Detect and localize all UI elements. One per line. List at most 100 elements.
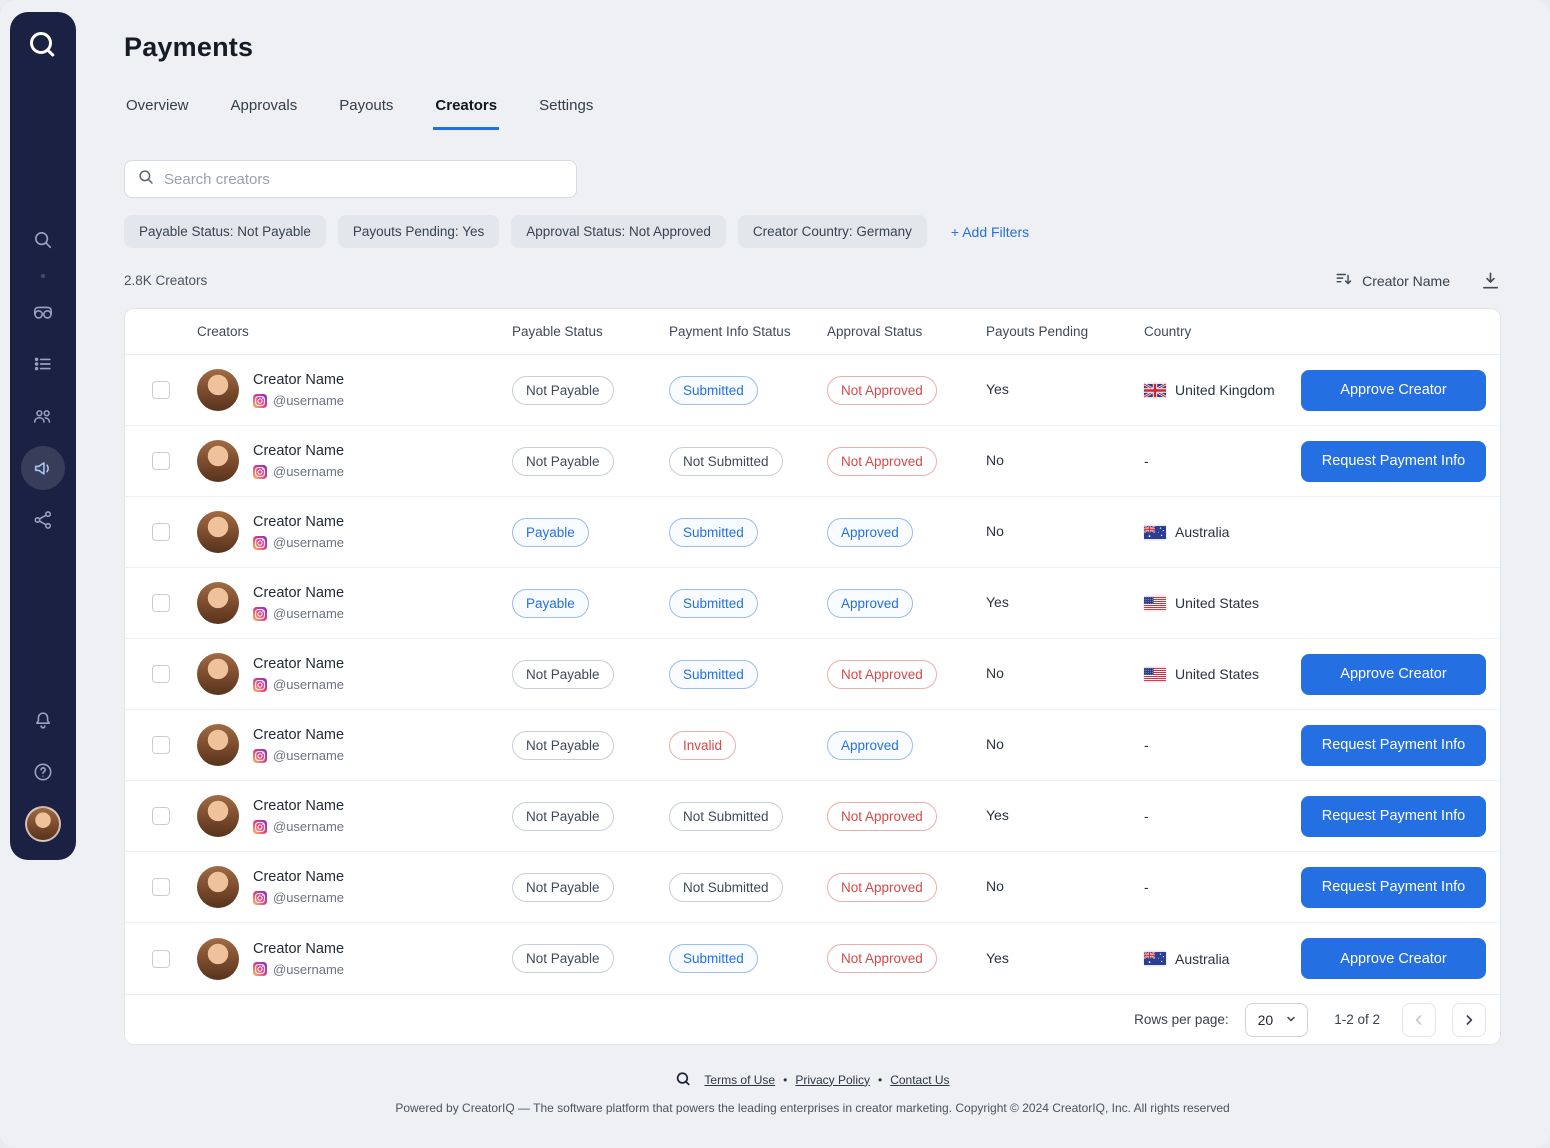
tab-overview[interactable]: Overview xyxy=(124,87,191,130)
contact-us-link[interactable]: Contact Us xyxy=(890,1072,950,1087)
column-header: Country xyxy=(1144,324,1192,339)
request-payment-info-button[interactable]: Request Payment Info xyxy=(1301,795,1486,837)
add-filters-button[interactable]: + Add Filters xyxy=(950,223,1030,240)
instagram-icon xyxy=(253,393,267,408)
country-label: - xyxy=(1144,737,1149,753)
chevron-down-icon xyxy=(1285,1012,1297,1028)
download-icon[interactable] xyxy=(1480,270,1501,291)
request-payment-info-button[interactable]: Request Payment Info xyxy=(1301,724,1486,766)
pagination-range: 1-2 of 2 xyxy=(1334,1012,1380,1027)
payouts-pending-value: No xyxy=(986,736,1004,752)
request-payment-info-button[interactable]: Request Payment Info xyxy=(1301,866,1486,908)
payouts-pending-value: No xyxy=(986,452,1004,468)
creator-username: @username xyxy=(273,535,345,550)
payable-status-badge: Payable xyxy=(512,517,589,547)
search-input[interactable] xyxy=(164,170,564,188)
row-checkbox[interactable] xyxy=(152,736,170,754)
table-header-row: Creators Payable Status Payment Info Statu… xyxy=(125,309,1500,355)
payment-info-status-badge: Submitted xyxy=(669,659,758,689)
approval-status-badge: Not Approved xyxy=(827,446,937,476)
search-box[interactable] xyxy=(124,160,577,198)
rows-per-page-value: 20 xyxy=(1257,1011,1274,1028)
next-page-button[interactable] xyxy=(1452,1002,1486,1037)
payment-info-status-badge: Not Submitted xyxy=(669,872,783,902)
payouts-pending-value: Yes xyxy=(986,949,1009,966)
table-row: Creator Name @username Not Payable Not Subm… xyxy=(125,781,1500,852)
privacy-policy-link[interactable]: Privacy Policy xyxy=(795,1072,870,1087)
column-header: Payable Status xyxy=(512,324,603,339)
tab-creators[interactable]: Creators xyxy=(433,87,500,130)
search-icon[interactable] xyxy=(21,218,65,262)
filter-chip[interactable]: Approval Status: Not Approved xyxy=(511,215,726,248)
prev-page-button[interactable] xyxy=(1402,1002,1436,1037)
row-checkbox[interactable] xyxy=(152,594,170,612)
instagram-icon xyxy=(253,962,267,976)
creator-avatar xyxy=(197,795,239,837)
row-checkbox[interactable] xyxy=(152,665,170,683)
payable-status-badge: Not Payable xyxy=(512,730,614,760)
row-checkbox[interactable] xyxy=(152,949,170,968)
request-payment-info-button[interactable]: Request Payment Info xyxy=(1301,440,1486,482)
payouts-pending-value: Yes xyxy=(986,381,1009,397)
terms-of-use-link[interactable]: Terms of Use xyxy=(704,1072,776,1087)
country-label: Australia xyxy=(1175,524,1230,540)
tab-approvals[interactable]: Approvals xyxy=(229,87,300,130)
row-checkbox[interactable] xyxy=(152,381,170,399)
creator-username: @username xyxy=(273,890,345,905)
country-label: - xyxy=(1144,453,1149,469)
sort-button[interactable]: Creator Name xyxy=(1335,270,1450,291)
approve-creator-button[interactable]: Approve Creator xyxy=(1301,369,1486,411)
footer-separator: • xyxy=(878,1072,883,1087)
approve-creator-button[interactable]: Approve Creator xyxy=(1301,938,1486,979)
sort-label: Creator Name xyxy=(1362,272,1450,289)
creator-username: @username xyxy=(273,961,345,977)
creator-name: Creator Name xyxy=(253,514,345,530)
page-title: Payments xyxy=(124,32,254,62)
approval-status-badge: Not Approved xyxy=(827,944,937,973)
creator-avatar xyxy=(197,511,239,553)
table-row: Creator Name @username Payable Submitted App… xyxy=(125,497,1500,568)
footer-logo-icon xyxy=(675,1071,692,1088)
payment-info-status-badge: Not Submitted xyxy=(669,446,783,476)
filter-chip[interactable]: Payable Status: Not Payable xyxy=(124,215,326,248)
payouts-pending-value: No xyxy=(986,665,1004,681)
creator-username: @username xyxy=(273,819,345,834)
divider-dot xyxy=(41,274,45,278)
row-checkbox[interactable] xyxy=(152,878,170,896)
country-label: Australia xyxy=(1175,950,1230,967)
filter-chip[interactable]: Payouts Pending: Yes xyxy=(337,215,500,248)
creator-avatar xyxy=(197,369,239,411)
powered-by-text: Powered by CreatorIQ — The software plat… xyxy=(395,1101,1230,1115)
table-row: Creator Name @username Not Payable Submitte… xyxy=(125,355,1500,426)
payment-info-status-badge: Invalid xyxy=(669,730,737,760)
groups-icon[interactable] xyxy=(21,394,65,438)
discovery-goggles-icon[interactable] xyxy=(21,290,65,334)
filter-chip[interactable]: Creator Country: Germany xyxy=(737,215,927,248)
tab-payouts[interactable]: Payouts xyxy=(337,87,395,130)
tab-settings[interactable]: Settings xyxy=(537,87,595,130)
network-icon[interactable] xyxy=(21,498,65,542)
page-footer: Terms of Use • Privacy Policy • Contact … xyxy=(124,1071,1501,1115)
column-header: Payouts Pending xyxy=(986,324,1089,339)
row-checkbox[interactable] xyxy=(152,452,170,470)
row-checkbox[interactable] xyxy=(152,807,170,825)
approve-creator-button[interactable]: Approve Creator xyxy=(1301,653,1486,695)
table-row: Creator Name @username Payable Submitted App… xyxy=(125,568,1500,639)
country-label: United States xyxy=(1175,595,1260,611)
approval-status-badge: Not Approved xyxy=(827,659,937,689)
table-row: Creator Name @username Not Payable Submitte… xyxy=(125,639,1500,710)
payable-status-badge: Not Payable xyxy=(512,375,614,405)
rows-per-page-select[interactable]: 20 xyxy=(1244,1002,1309,1037)
creatoriq-magnifier-logo[interactable] xyxy=(25,28,61,64)
flag-us-icon xyxy=(1144,667,1166,682)
payable-status-badge: Not Payable xyxy=(512,801,614,831)
campaigns-megaphone-icon[interactable] xyxy=(21,446,65,490)
help-icon[interactable] xyxy=(21,750,65,794)
notifications-bell-icon[interactable] xyxy=(21,698,65,742)
payment-info-status-badge: Submitted xyxy=(669,517,758,547)
row-checkbox[interactable] xyxy=(152,523,170,541)
lists-icon[interactable] xyxy=(21,342,65,386)
user-avatar[interactable] xyxy=(25,806,61,842)
approval-status-badge: Not Approved xyxy=(827,872,937,902)
